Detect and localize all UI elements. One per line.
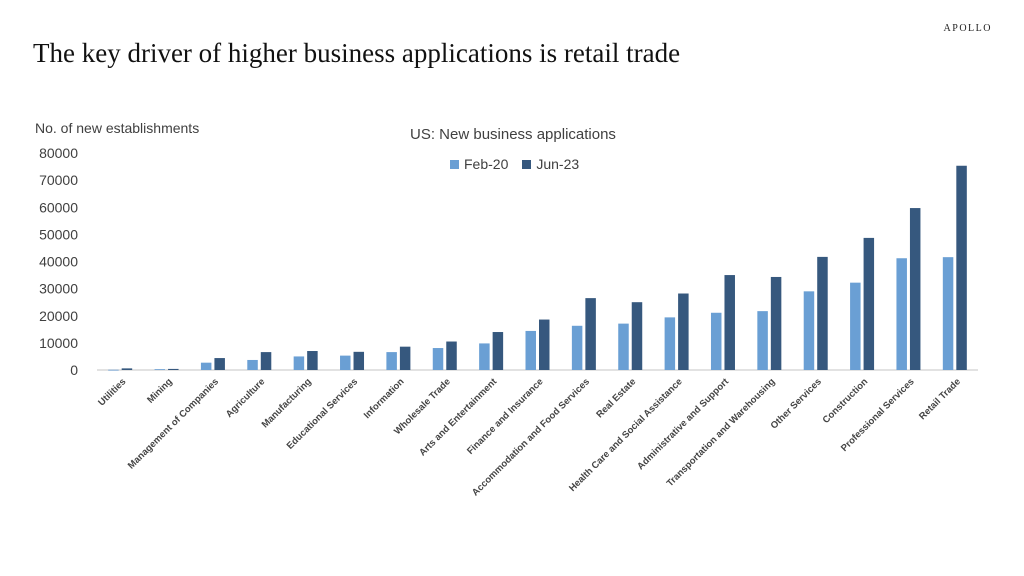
- y-tick-label: 40000: [39, 254, 78, 270]
- y-tick-label: 20000: [39, 308, 78, 324]
- bar-feb20: [710, 312, 722, 370]
- bar-feb20: [247, 359, 258, 370]
- bar-jun23: [724, 275, 735, 370]
- bar-feb20: [757, 311, 768, 370]
- y-tick-label: 30000: [39, 281, 78, 297]
- x-tick-label: Finance and Insurance: [465, 376, 546, 457]
- bar-feb20: [108, 369, 119, 371]
- x-tick-label: Information: [362, 376, 407, 421]
- bar-feb20: [386, 352, 397, 370]
- chart-legend: Feb-20 Jun-23: [450, 156, 579, 172]
- bar-feb20: [293, 356, 305, 370]
- x-tick-label: Real Estate: [594, 376, 638, 420]
- y-tick-label: 70000: [39, 172, 78, 188]
- bar-jun23: [446, 341, 457, 370]
- brand-logo: APOLLO: [943, 23, 992, 34]
- bar-jun23: [121, 368, 133, 370]
- chart-title: US: New business applications: [410, 126, 616, 143]
- bar-jun23: [909, 208, 921, 370]
- x-tick-label: Management of Companies: [126, 376, 221, 471]
- x-tick-label: Arts and Entertainment: [417, 376, 500, 459]
- bar-jun23: [863, 237, 875, 370]
- legend-label-feb20: Feb-20: [464, 156, 509, 172]
- bar-jun23: [307, 351, 318, 370]
- bar-feb20: [525, 330, 536, 370]
- legend-item-jun23: Jun-23: [522, 156, 579, 172]
- bar-jun23: [770, 276, 782, 370]
- bar-jun23: [678, 293, 689, 370]
- legend-swatch-jun23: [522, 159, 532, 169]
- bar-jun23: [492, 332, 504, 370]
- bar-jun23: [631, 302, 643, 370]
- bar-jun23: [260, 352, 272, 370]
- x-tick-label: Utilities: [96, 376, 128, 408]
- y-axis-label: No. of new establishments: [35, 120, 200, 136]
- bar-feb20: [618, 323, 629, 370]
- bar-feb20: [340, 355, 351, 370]
- bar-feb20: [803, 291, 815, 370]
- bar-jun23: [817, 256, 828, 370]
- legend-swatch-feb20: [450, 159, 459, 169]
- x-tick-label: Construction: [821, 376, 871, 426]
- bar-jun23: [168, 368, 179, 370]
- y-tick-label: 60000: [39, 199, 78, 215]
- y-tick-label: 50000: [39, 226, 78, 242]
- bar-jun23: [956, 165, 967, 370]
- bar-jun23: [585, 298, 596, 370]
- y-tick-label: 0: [70, 362, 78, 378]
- x-tick-label: Administrative and Support: [635, 376, 731, 472]
- legend-label-jun23: Jun-23: [536, 156, 580, 172]
- bar-jun23: [214, 358, 225, 370]
- bar-jun23: [539, 319, 550, 370]
- bar-jun23: [399, 346, 411, 370]
- x-tick-label: Agriculture: [224, 376, 268, 420]
- bar-feb20: [479, 343, 490, 370]
- bar-feb20: [154, 369, 166, 370]
- y-tick-label: 10000: [39, 335, 78, 351]
- bar-feb20: [896, 258, 907, 370]
- bar-feb20: [200, 362, 212, 370]
- legend-item-feb20: Feb-20: [450, 156, 508, 172]
- bar-feb20: [571, 325, 583, 370]
- bar-feb20: [432, 348, 444, 370]
- x-tick-label: Mining: [145, 376, 175, 406]
- bar-feb20: [850, 282, 861, 370]
- page-title: The key driver of higher business applic…: [33, 38, 681, 68]
- y-tick-label: 80000: [39, 145, 78, 161]
- bar-feb20: [942, 257, 954, 370]
- x-tick-label: Retail Trade: [917, 376, 963, 422]
- bar-jun23: [353, 351, 365, 370]
- bar-feb20: [664, 317, 676, 370]
